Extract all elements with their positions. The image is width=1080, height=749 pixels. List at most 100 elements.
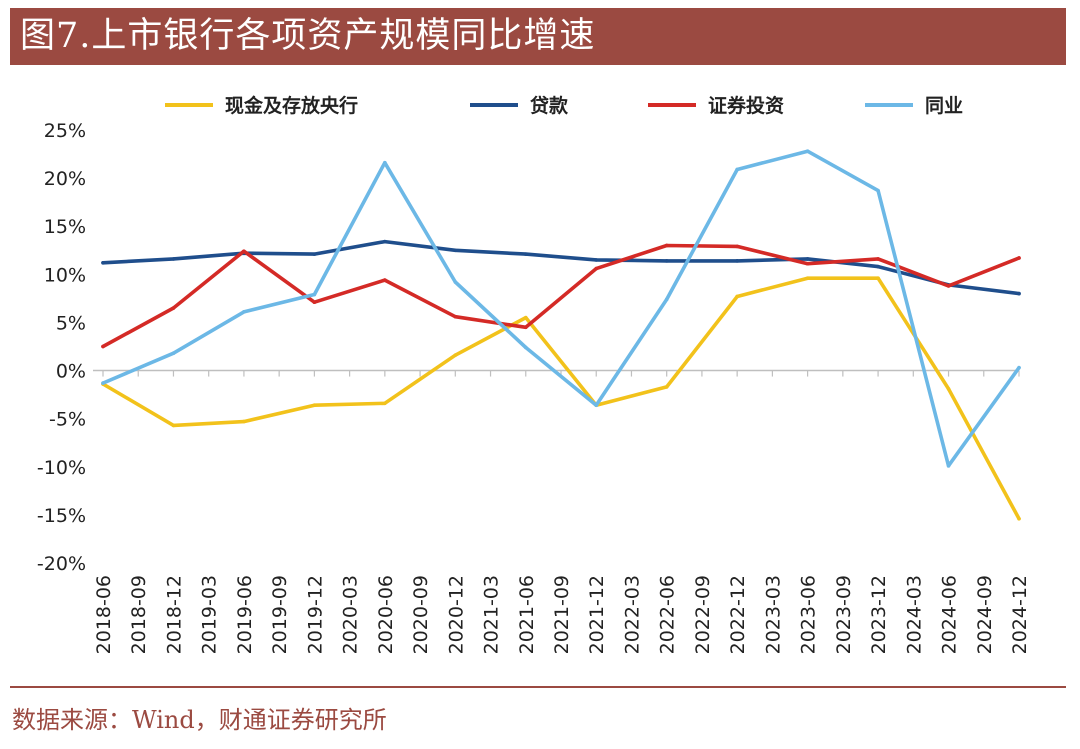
x-tick-label: 2018-06 [93, 575, 115, 654]
data-point [1017, 291, 1021, 296]
data-point [242, 310, 246, 314]
data-point [594, 266, 599, 271]
data-point [171, 423, 176, 428]
y-tick-label: 10% [44, 264, 86, 286]
data-point [312, 403, 317, 407]
data-point [312, 252, 317, 256]
x-tick-label: 2021-03 [481, 575, 503, 654]
data-point [594, 403, 599, 407]
data-point [735, 259, 739, 263]
x-tick-label: 2023-12 [868, 575, 890, 654]
data-point [1017, 516, 1021, 521]
x-tick-label: 2019-06 [234, 575, 256, 654]
x-tick-label: 2019-09 [269, 575, 291, 654]
data-point [876, 264, 880, 269]
source-divider [10, 686, 1066, 688]
x-tick-label: 2018-09 [128, 575, 150, 654]
data-point [242, 249, 246, 254]
data-point [453, 314, 458, 319]
legend-label: 证券投资 [708, 94, 784, 117]
data-point [171, 306, 176, 310]
title-bar: 图7.上市银行各项资产规模同比增速 [10, 8, 1066, 65]
data-point [946, 387, 951, 391]
data-point [946, 284, 951, 288]
data-point [242, 419, 246, 424]
data-point [735, 244, 739, 249]
data-point [805, 257, 810, 261]
data-point [664, 297, 669, 302]
data-point [453, 280, 458, 284]
data-point [876, 188, 880, 193]
x-tick-label: 2020-06 [375, 575, 397, 654]
x-tick-label: 2021-09 [551, 575, 573, 654]
y-tick-label: 20% [44, 168, 86, 190]
axes: 25% 20% 15% 10% 5% 0% -5% -10% -15% -20% 2018-06 20… [37, 120, 1031, 654]
x-tick-label: 2018-12 [163, 575, 185, 654]
series-group [101, 149, 1021, 521]
data-point [383, 278, 387, 282]
legend: 现金及存放央行 贷款 证券投资 同业 [165, 94, 963, 117]
y-tick-label: 5% [56, 312, 86, 334]
data-point [664, 385, 669, 389]
data-point [523, 315, 528, 320]
x-tick-label: 2024-09 [974, 575, 996, 654]
data-point [735, 294, 739, 299]
x-tick-label: 2022-12 [727, 575, 749, 654]
y-tick-label: -5% [49, 409, 86, 431]
x-tick-label: 2021-06 [516, 575, 538, 654]
data-point [383, 401, 387, 406]
data-point [171, 351, 176, 356]
y-tick-label: -20% [37, 553, 86, 575]
data-point [101, 381, 105, 385]
x-tick-label: 2022-06 [657, 575, 679, 654]
data-point [1017, 256, 1021, 260]
source-note: 数据来源：Wind，财通证券研究所 [12, 706, 387, 734]
data-point [594, 258, 599, 262]
x-tick-label: 2019-12 [304, 575, 326, 654]
data-point [312, 300, 317, 305]
data-point [876, 276, 880, 280]
y-tick-label: 0% [56, 361, 86, 383]
legend-label: 贷款 [530, 94, 569, 117]
y-tick-label: 15% [44, 216, 86, 238]
x-tick-label: 2024-06 [939, 575, 961, 654]
series-line-1 [101, 276, 1021, 521]
x-tick-label: 2023-03 [762, 575, 784, 654]
data-point [312, 292, 317, 297]
x-tick-label: 2024-12 [1009, 575, 1031, 654]
y-tick-label: 25% [44, 120, 86, 142]
chart-area: 现金及存放央行 贷款 证券投资 同业 25% 20% 15% 10% 5% 0% -5% -10% -… [37, 94, 1031, 654]
series-line-4 [101, 149, 1021, 468]
x-tick-label: 2020-12 [445, 575, 467, 654]
data-point [946, 464, 951, 468]
chart-title: 图7.上市银行各项资产规模同比增速 [20, 16, 596, 56]
x-tick-label: 2021-12 [586, 575, 608, 654]
x-tick-label: 2022-09 [692, 575, 714, 654]
x-tick-label: 2020-09 [410, 575, 432, 654]
data-point [171, 257, 176, 261]
legend-label: 同业 [925, 95, 963, 117]
data-point [453, 248, 458, 253]
data-point [805, 276, 810, 280]
data-point [805, 261, 810, 266]
data-point [523, 345, 528, 350]
data-point [101, 260, 105, 265]
data-point [523, 252, 528, 256]
y-tick-label: -15% [37, 505, 86, 527]
data-point [805, 149, 810, 153]
data-point [453, 353, 458, 357]
x-tick-label: 2024-03 [903, 575, 925, 654]
legend-label: 现金及存放央行 [225, 94, 358, 117]
x-tick-label: 2023-06 [798, 575, 820, 654]
data-point [383, 160, 387, 165]
series-line-3 [101, 243, 1021, 349]
series-line-2 [101, 239, 1021, 296]
data-point [383, 239, 387, 244]
data-point [735, 167, 739, 172]
data-point [523, 325, 528, 330]
x-tick-label: 2023-09 [833, 575, 855, 654]
y-tick-label: -10% [37, 457, 86, 479]
data-point [664, 243, 669, 248]
data-point [101, 344, 105, 349]
x-tick-label: 2019-03 [199, 575, 221, 654]
